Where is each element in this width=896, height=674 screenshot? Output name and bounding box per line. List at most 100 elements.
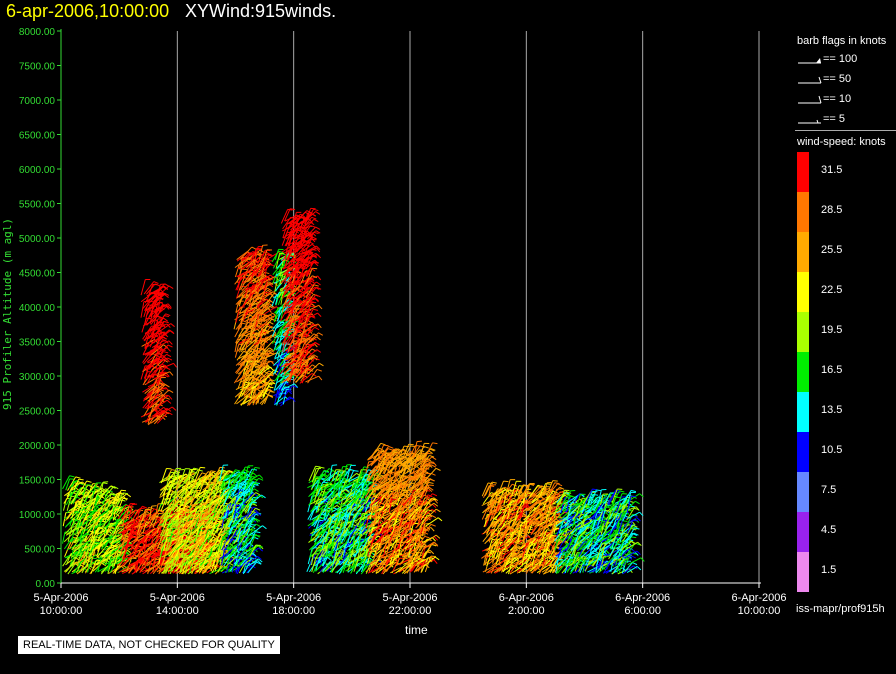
wind-barbs <box>62 207 645 575</box>
wind-barb <box>122 529 129 543</box>
wind-barb-flag <box>313 218 319 223</box>
wind-barb-flag <box>290 208 296 210</box>
wind-barb <box>136 520 142 535</box>
wind-barb <box>101 500 108 513</box>
wind-barb <box>65 518 75 527</box>
wind-barb <box>116 498 124 514</box>
wind-barb <box>145 528 156 536</box>
wind-barb <box>151 344 164 356</box>
wind-barb <box>174 478 184 489</box>
wind-barb <box>148 358 159 370</box>
wind-barb-flag <box>166 323 171 328</box>
wind-barb <box>77 480 88 496</box>
wind-barb <box>168 545 178 557</box>
wind-barb <box>168 470 176 482</box>
wind-barb <box>166 504 170 519</box>
wind-barb <box>144 310 149 326</box>
wind-barb-flag <box>315 226 321 230</box>
wind-barb <box>183 534 198 544</box>
wind-barb <box>175 477 185 491</box>
wind-barb <box>178 477 192 489</box>
wind-barb-flag <box>166 353 172 358</box>
wind-barb-flag <box>164 397 170 400</box>
wind-barb-flag <box>86 480 92 483</box>
wind-barb-flag <box>318 332 324 336</box>
wind-barb-flag <box>164 294 169 298</box>
wind-barb <box>112 493 120 505</box>
wind-barb <box>69 551 77 565</box>
wind-barb-flag <box>316 281 321 286</box>
wind-barb <box>149 516 156 528</box>
wind-barb <box>178 554 187 565</box>
wind-barb <box>140 365 146 380</box>
wind-barb <box>107 560 113 574</box>
wind-barb <box>167 483 174 499</box>
wind-barb-flag <box>168 340 173 345</box>
wind-barb <box>149 398 162 409</box>
wind-barb <box>95 515 102 527</box>
wind-barb <box>172 553 177 566</box>
wind-barb-flag <box>167 411 173 416</box>
wind-barb <box>169 528 174 542</box>
wind-barb <box>141 339 155 347</box>
wind-barb-flag <box>171 406 177 411</box>
wind-barb <box>73 478 80 490</box>
wind-barb-flag <box>161 415 166 420</box>
wind-barb <box>156 366 162 378</box>
wind-barb <box>69 538 76 550</box>
wind-barb-flag <box>167 357 173 361</box>
wind-barb <box>95 509 108 520</box>
wind-barb <box>114 503 127 514</box>
wind-barb <box>144 385 155 394</box>
wind-barb <box>145 414 158 423</box>
wind-barb <box>176 541 181 557</box>
wind-barb <box>141 509 146 521</box>
wind-barb <box>172 564 187 574</box>
wind-barb <box>149 292 159 303</box>
wind-barb-flag <box>94 486 100 490</box>
wind-barb-flag <box>318 304 323 310</box>
wind-barb-flag <box>168 285 174 289</box>
wind-barb-flag <box>255 492 261 496</box>
wind-barb-flag <box>316 336 321 341</box>
wind-barb-flag <box>158 512 164 515</box>
wind-barb <box>107 545 116 559</box>
wind-barb <box>149 332 158 348</box>
wind-barb <box>65 478 71 491</box>
wind-barb <box>151 382 159 395</box>
wind-barb <box>127 523 137 537</box>
wind-barb <box>179 557 185 573</box>
wind-barb <box>180 468 186 483</box>
wind-barb <box>76 517 82 535</box>
wind-barb-flag <box>166 408 172 412</box>
wind-barb <box>112 508 117 521</box>
wind-barb <box>87 509 95 519</box>
wind-barb <box>90 532 94 544</box>
wind-barb <box>110 507 115 520</box>
wind-barb <box>157 408 168 416</box>
wind-barb <box>130 522 138 537</box>
wind-barb <box>102 526 107 542</box>
wind-barb-flag <box>235 469 241 472</box>
wind-barb <box>99 513 104 527</box>
wind-barb-flag <box>315 211 321 215</box>
wind-barb-flag <box>122 497 128 500</box>
wind-barb <box>87 483 94 497</box>
wind-barb <box>101 485 111 497</box>
wind-barb <box>154 503 159 520</box>
wind-barb-flag <box>82 481 87 486</box>
wind-barb <box>89 543 95 559</box>
wind-barb <box>82 520 89 535</box>
wind-barb-flag <box>268 394 274 397</box>
wind-barb <box>170 484 181 498</box>
wind-barb <box>76 552 82 566</box>
wind-barb <box>158 406 173 417</box>
wind-barb <box>76 566 88 575</box>
wind-barb-flag <box>173 363 178 368</box>
wind-barb <box>160 537 169 551</box>
wind-barb <box>144 326 156 335</box>
wind-barb-flag <box>157 315 163 319</box>
wind-barb <box>180 530 185 544</box>
wind-barb <box>157 294 162 309</box>
wind-barb <box>150 352 158 364</box>
